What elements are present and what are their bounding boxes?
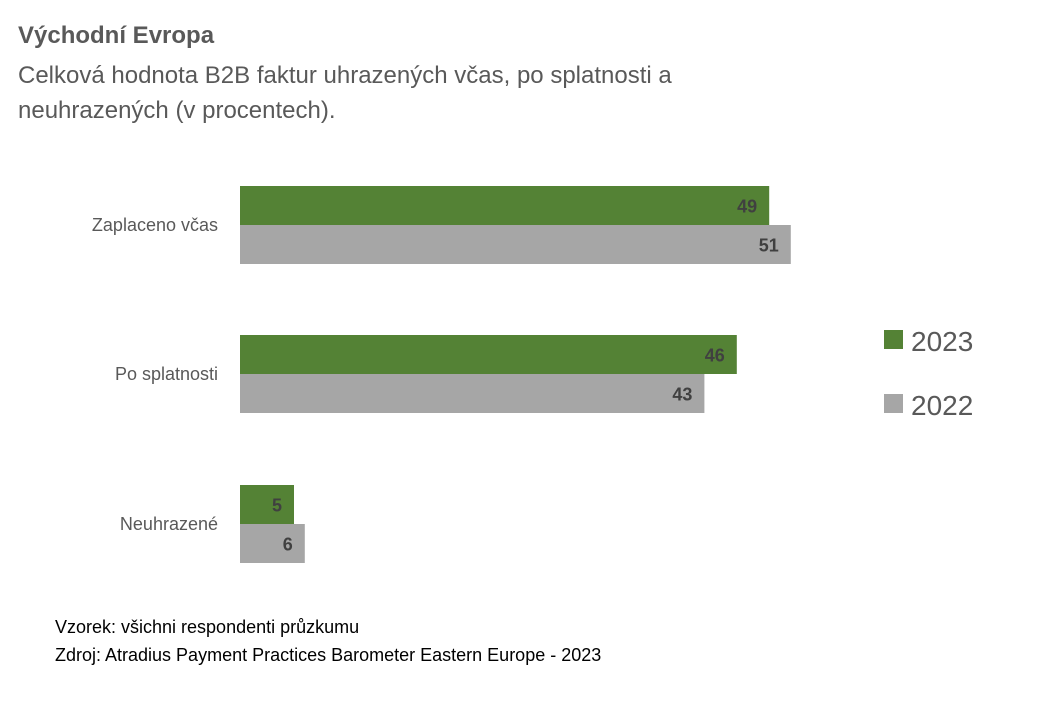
data-label: 51: [759, 236, 779, 256]
legend-label-2023: 2023: [911, 326, 973, 357]
data-label: 49: [737, 197, 757, 217]
bar-2022: [240, 374, 705, 413]
bar-2023: [240, 335, 737, 374]
bar-2022: [240, 524, 305, 563]
legend-label-2022: 2022: [911, 390, 973, 421]
category-label: Zaplaceno včas: [92, 215, 218, 235]
legend-swatch-2022: [884, 394, 903, 413]
source-note: Zdroj: Atradius Payment Practices Barome…: [55, 645, 602, 665]
chart-subtitle: Celková hodnota B2B faktur uhrazených vč…: [18, 62, 672, 124]
data-label: 43: [672, 385, 692, 405]
sample-note: Vzorek: všichni respondenti průzkumu: [55, 617, 360, 637]
legend-swatch-2023: [884, 330, 903, 349]
data-label: 46: [705, 346, 725, 366]
data-label: 5: [272, 496, 282, 516]
category-label: Neuhrazené: [120, 514, 218, 534]
chart-title: Východní Evropa: [18, 22, 215, 49]
bar-2023: [240, 186, 770, 225]
data-label: 6: [283, 535, 293, 555]
bar-2023: [240, 485, 294, 524]
category-label: Po splatnosti: [115, 364, 218, 384]
bar-2022: [240, 225, 791, 264]
